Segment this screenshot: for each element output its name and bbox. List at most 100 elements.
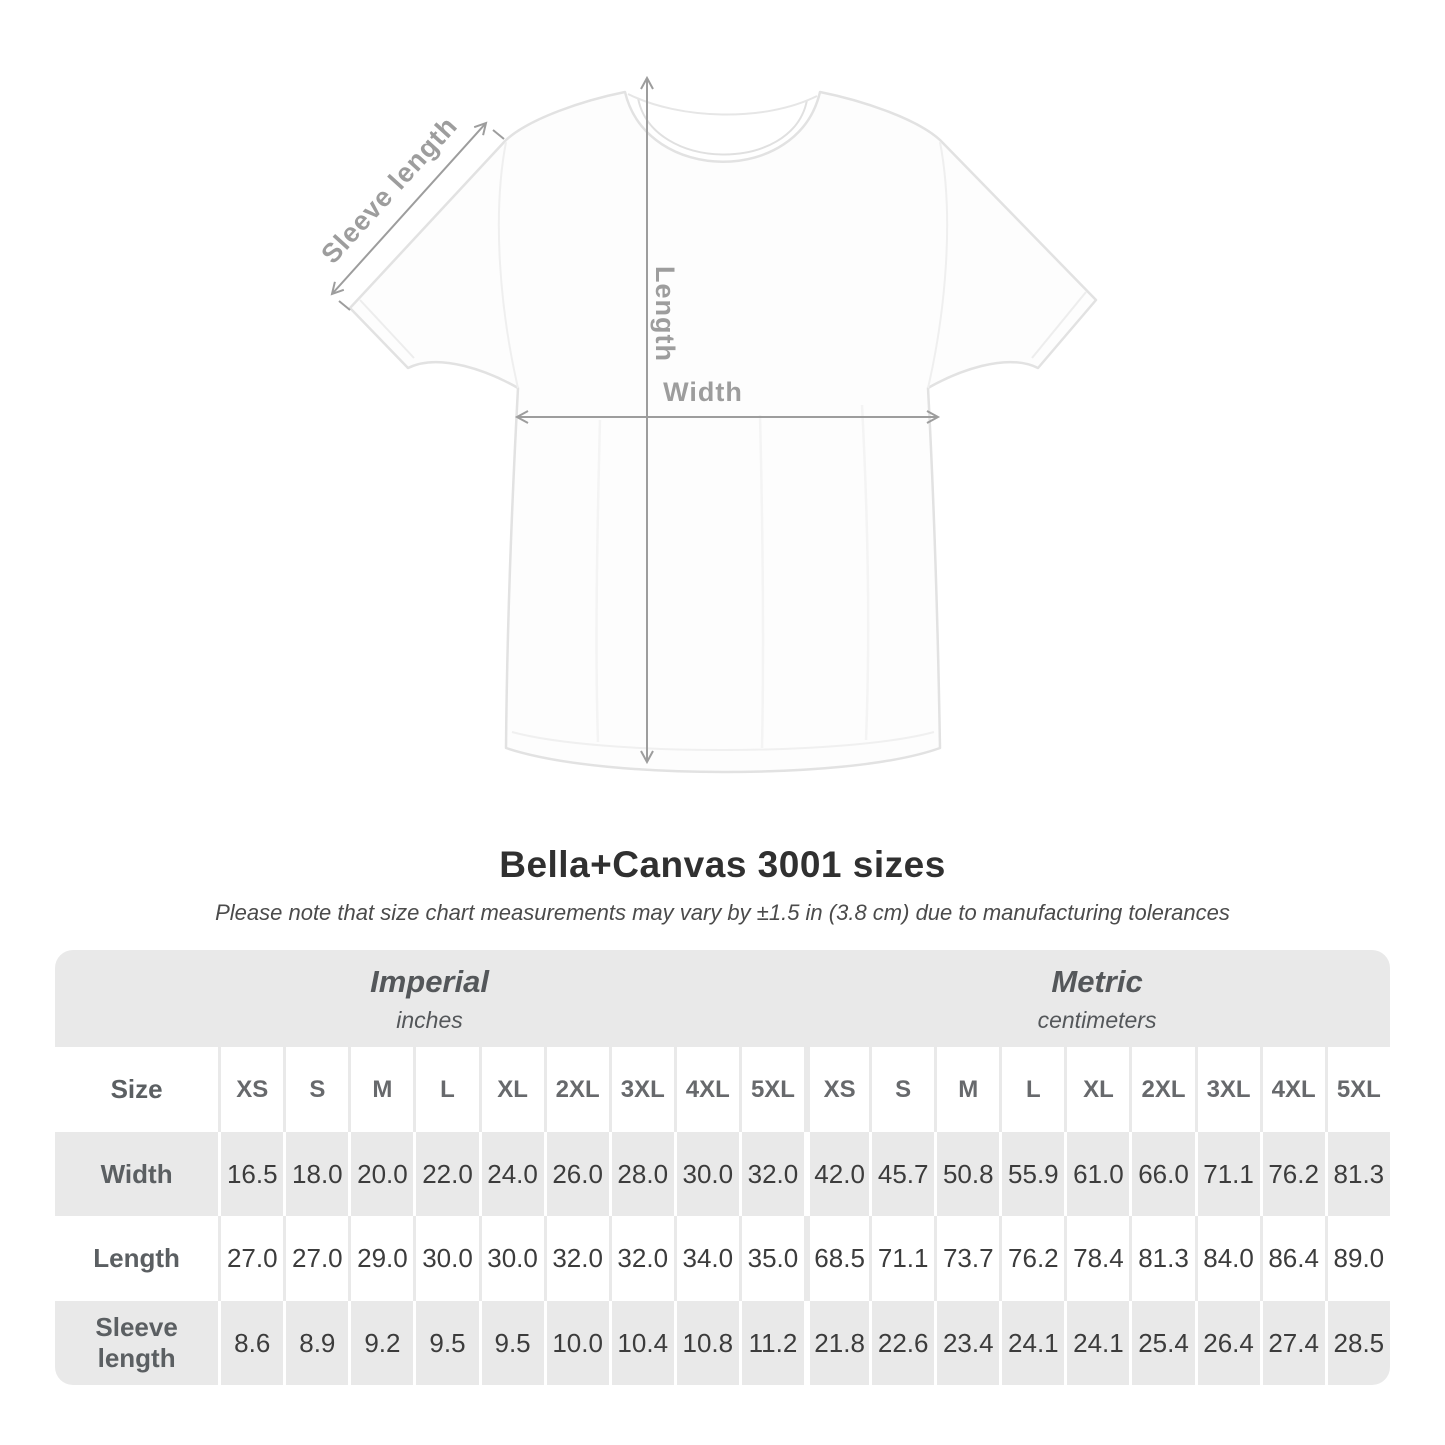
value-cell: 81.3 bbox=[1129, 1216, 1195, 1301]
tshirt-diagram-svg: Sleeve length Length Width bbox=[315, 75, 1098, 774]
tshirt-outline bbox=[348, 90, 1098, 774]
value-cell: 28.0 bbox=[608, 1132, 674, 1216]
metric-section-header: Metric centimeters bbox=[804, 950, 1390, 1047]
size-header-cell: 4XL bbox=[673, 1047, 739, 1132]
value-cell: 21.8 bbox=[804, 1301, 870, 1385]
size-header-cell: 3XL bbox=[1194, 1047, 1260, 1132]
value-cell: 27.0 bbox=[283, 1216, 349, 1301]
value-cell: 26.0 bbox=[543, 1132, 609, 1216]
value-cell: 10.4 bbox=[608, 1301, 674, 1385]
metric-label: Metric bbox=[1051, 963, 1143, 999]
left-armhole-seam bbox=[497, 141, 519, 389]
sleeve-arrow-end-tick bbox=[492, 129, 505, 140]
row-label: Width bbox=[55, 1132, 219, 1216]
value-cell: 8.9 bbox=[283, 1301, 349, 1385]
size-header-row: Size XS S M L XL 2XL 3XL 4XL 5XL XS S M L XL 2XL 3XL 4XL… bbox=[55, 1047, 1390, 1132]
value-cell: 32.0 bbox=[738, 1132, 805, 1216]
size-header-cell: S bbox=[283, 1047, 349, 1132]
size-chart-table: Imperial inches Metric centimeters Size … bbox=[55, 950, 1390, 1385]
value-cell: 16.5 bbox=[218, 1132, 284, 1216]
value-cell: 30.0 bbox=[478, 1216, 544, 1301]
value-cell: 89.0 bbox=[1324, 1216, 1390, 1301]
value-cell: 27.4 bbox=[1259, 1301, 1325, 1385]
value-cell: 32.0 bbox=[608, 1216, 674, 1301]
value-cell: 9.5 bbox=[413, 1301, 479, 1385]
fold-line bbox=[595, 419, 602, 743]
tolerance-note: Please note that size chart measurements… bbox=[215, 900, 1230, 925]
fold-line bbox=[860, 404, 870, 741]
row-label: Length bbox=[55, 1216, 219, 1301]
value-cell: 28.5 bbox=[1324, 1301, 1390, 1385]
value-cell: 30.0 bbox=[673, 1132, 739, 1216]
table-row: Length 27.0 27.0 29.0 30.0 30.0 32.0 32.0 34.0 35… bbox=[55, 1216, 1390, 1301]
size-header-cell: L bbox=[999, 1047, 1065, 1132]
size-header-cell: 5XL bbox=[738, 1047, 805, 1132]
value-cell: 24.1 bbox=[1064, 1301, 1130, 1385]
value-cell: 55.9 bbox=[999, 1132, 1065, 1216]
size-header-cell: 4XL bbox=[1259, 1047, 1325, 1132]
size-header-cell: L bbox=[413, 1047, 479, 1132]
value-cell: 78.4 bbox=[1064, 1216, 1130, 1301]
tshirt-measurement-diagram: Sleeve length Length Width bbox=[315, 75, 1098, 774]
size-header-cell: XS bbox=[804, 1047, 870, 1132]
value-cell: 32.0 bbox=[543, 1216, 609, 1301]
size-header-cell: 5XL bbox=[1324, 1047, 1390, 1132]
value-cell: 10.8 bbox=[673, 1301, 739, 1385]
left-cuff-stitch bbox=[359, 299, 415, 359]
collar-back-line bbox=[627, 93, 818, 116]
size-corner-header: Size bbox=[55, 1047, 219, 1132]
right-cuff-stitch bbox=[1031, 291, 1087, 359]
value-cell: 30.0 bbox=[413, 1216, 479, 1301]
value-cell: 76.2 bbox=[1259, 1132, 1325, 1216]
size-header-cell: S bbox=[869, 1047, 935, 1132]
imperial-label: Imperial bbox=[370, 963, 489, 999]
value-cell: 9.2 bbox=[348, 1301, 414, 1385]
value-cell: 22.0 bbox=[413, 1132, 479, 1216]
value-cell: 10.0 bbox=[543, 1301, 609, 1385]
length-label: Length bbox=[650, 266, 680, 362]
value-cell: 76.2 bbox=[999, 1216, 1065, 1301]
size-header-cell: 2XL bbox=[543, 1047, 609, 1132]
table-row: Width 16.5 18.0 20.0 22.0 24.0 26.0 28.0 30.0 32.… bbox=[55, 1132, 1390, 1216]
size-header-cell: M bbox=[348, 1047, 414, 1132]
size-header-cell: M bbox=[934, 1047, 1000, 1132]
value-cell: 68.5 bbox=[804, 1216, 870, 1301]
value-cell: 81.3 bbox=[1324, 1132, 1390, 1216]
size-table-container: Imperial inches Metric centimeters Size … bbox=[0, 950, 1445, 1385]
row-label: Sleeve length bbox=[55, 1301, 219, 1385]
value-cell: 11.2 bbox=[738, 1301, 805, 1385]
value-cell: 50.8 bbox=[934, 1132, 1000, 1216]
fold-line bbox=[758, 414, 765, 749]
value-cell: 42.0 bbox=[804, 1132, 870, 1216]
sleeve-length-arrow bbox=[330, 121, 488, 296]
size-header-cell: 3XL bbox=[608, 1047, 674, 1132]
imperial-section-header: Imperial inches bbox=[55, 950, 805, 1047]
value-cell: 35.0 bbox=[738, 1216, 805, 1301]
value-cell: 45.7 bbox=[869, 1132, 935, 1216]
width-label: Width bbox=[663, 377, 743, 407]
value-cell: 71.1 bbox=[869, 1216, 935, 1301]
value-cell: 84.0 bbox=[1194, 1216, 1260, 1301]
imperial-unit: inches bbox=[396, 1006, 463, 1033]
value-cell: 26.4 bbox=[1194, 1301, 1260, 1385]
value-cell: 34.0 bbox=[673, 1216, 739, 1301]
value-cell: 71.1 bbox=[1194, 1132, 1260, 1216]
value-cell: 18.0 bbox=[283, 1132, 349, 1216]
value-cell: 27.0 bbox=[218, 1216, 284, 1301]
right-armhole-seam bbox=[927, 141, 949, 389]
value-cell: 29.0 bbox=[348, 1216, 414, 1301]
value-cell: 24.0 bbox=[478, 1132, 544, 1216]
size-header-cell: XL bbox=[478, 1047, 544, 1132]
size-header-cell: 2XL bbox=[1129, 1047, 1195, 1132]
hem-stitch bbox=[511, 731, 935, 751]
value-cell: 22.6 bbox=[869, 1301, 935, 1385]
metric-unit: centimeters bbox=[1037, 1006, 1157, 1033]
value-cell: 61.0 bbox=[1064, 1132, 1130, 1216]
value-cell: 24.1 bbox=[999, 1301, 1065, 1385]
value-cell: 8.6 bbox=[218, 1301, 284, 1385]
size-header-cell: XS bbox=[218, 1047, 284, 1132]
value-cell: 86.4 bbox=[1259, 1216, 1325, 1301]
sleeve-arrow-start-tick bbox=[338, 300, 351, 311]
value-cell: 9.5 bbox=[478, 1301, 544, 1385]
